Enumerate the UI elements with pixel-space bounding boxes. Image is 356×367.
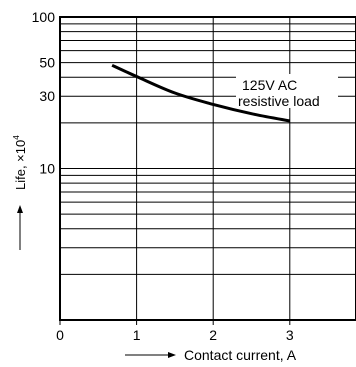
y-axis-title-group: Life, ×104 [12, 135, 28, 250]
y-tick-label: 10 [39, 161, 55, 177]
curve-annotation-background [236, 74, 338, 108]
y-axis-title-superscript: 4 [12, 135, 21, 140]
life-curve [111, 63, 291, 123]
x-tick-label: 0 [56, 327, 64, 343]
y-axis-title: Life, ×104 [12, 135, 28, 190]
x-axis-title-group: Contact current, A [125, 347, 297, 363]
y-axis-arrow-head [17, 205, 23, 213]
curve-layer [111, 63, 291, 123]
x-gridlines [136, 17, 291, 320]
plot-frame [59, 16, 356, 321]
y-tick-label: 50 [39, 55, 55, 71]
curve-annotation-line-2: resistive load [238, 93, 320, 109]
y-gridlines [60, 23, 356, 275]
x-tick-labels: 0 1 2 3 [56, 320, 294, 343]
x-tick-label: 1 [133, 327, 141, 343]
y-tick-labels: 10 30 50 100 [32, 9, 56, 177]
x-tick-label: 2 [209, 327, 217, 343]
y-tick-label: 30 [39, 88, 55, 104]
x-axis-title: Contact current, A [184, 347, 297, 363]
x-axis-arrow-head [168, 352, 176, 358]
y-tick-label: 100 [32, 9, 56, 25]
x-tick-label: 3 [286, 327, 294, 343]
y-axis-title-main: Life, ×10 [13, 140, 28, 190]
curve-annotation-line-1: 125V AC [242, 77, 297, 93]
